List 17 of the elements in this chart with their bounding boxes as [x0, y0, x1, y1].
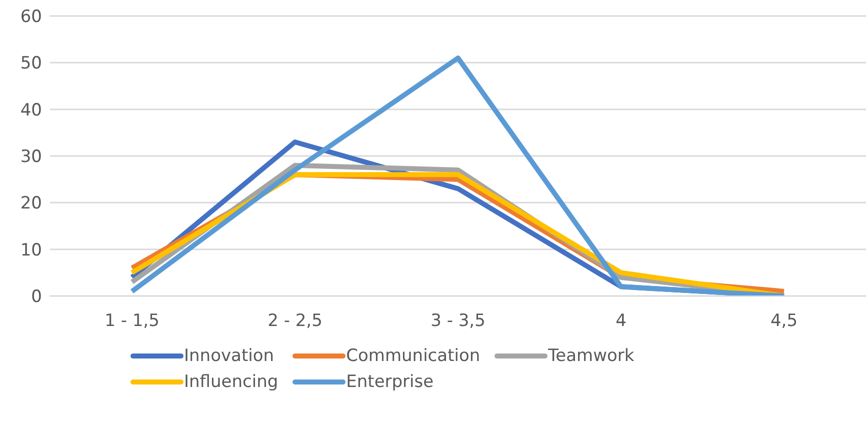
- x-tick-label: 3 - 3,5: [430, 311, 486, 332]
- x-tick-label: 4: [616, 311, 626, 332]
- legend-label: Communication: [346, 346, 480, 366]
- x-tick-label: 1 - 1,5: [104, 311, 160, 332]
- y-tick-label: 50: [20, 54, 42, 74]
- legend-label: Influencing: [184, 372, 278, 392]
- y-tick-label: 30: [20, 147, 42, 168]
- legend-label: Innovation: [184, 346, 274, 366]
- x-tick-label: 4,5: [770, 311, 798, 332]
- y-tick-label: 60: [20, 7, 42, 28]
- y-tick-label: 0: [31, 287, 42, 308]
- legend-label: Teamwork: [548, 346, 634, 366]
- y-tick-label: 20: [20, 194, 42, 214]
- y-tick-label: 10: [20, 240, 42, 260]
- y-tick-label: 40: [20, 100, 42, 120]
- x-tick-label: 2 - 2,5: [268, 311, 322, 332]
- legend-label: Enterprise: [346, 372, 434, 392]
